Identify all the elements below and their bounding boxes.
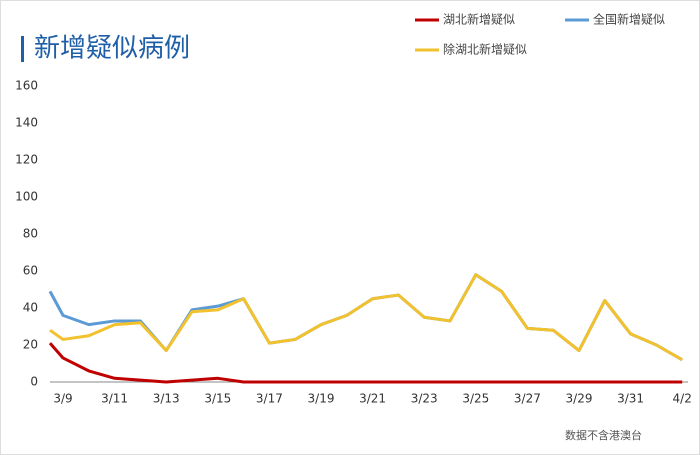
- x-tick-label: 3/21: [359, 392, 386, 406]
- x-tick-label: 3/15: [204, 392, 231, 406]
- x-tick-label: 3/11: [101, 392, 128, 406]
- x-tick-label: 3/23: [411, 392, 438, 406]
- y-tick-label: 60: [23, 264, 38, 278]
- y-tick-label: 0: [30, 375, 38, 389]
- chart-title: 新增疑似病例: [34, 34, 190, 64]
- x-tick-label: 3/13: [153, 392, 180, 406]
- y-tick-label: 40: [23, 301, 38, 315]
- x-tick-label: 3/27: [514, 392, 541, 406]
- x-tick-label: 3/19: [308, 392, 335, 406]
- legend-label: 除湖北新增疑似: [443, 42, 527, 57]
- y-tick-label: 80: [23, 227, 38, 241]
- x-tick-label: 4/2: [673, 392, 692, 406]
- x-tick-label: 3/9: [53, 392, 72, 406]
- legend-label: 湖北新增疑似: [443, 12, 515, 27]
- y-tick-label: 160: [15, 79, 38, 93]
- legend-label: 全国新增疑似: [593, 12, 665, 27]
- line: [48, 342, 683, 384]
- x-tick-label: 3/29: [566, 392, 593, 406]
- x-tick-label: 3/17: [256, 392, 283, 406]
- x-tick-label: 3/25: [462, 392, 489, 406]
- y-tick-label: 140: [15, 116, 38, 130]
- y-tick-label: 120: [15, 153, 38, 167]
- y-tick-label: 100: [15, 190, 38, 204]
- note: 数据不含港澳台: [565, 428, 642, 442]
- x-tick-label: 3/31: [617, 392, 644, 406]
- y-tick-label: 20: [23, 338, 38, 352]
- line: [49, 273, 683, 362]
- title-bar: [21, 36, 24, 62]
